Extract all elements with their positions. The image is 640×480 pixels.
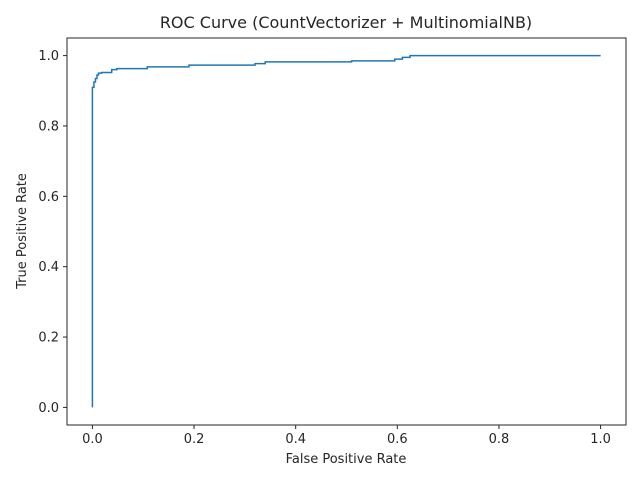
chart-title: ROC Curve (CountVectorizer + Multinomial… [160,13,532,32]
y-axis-ticks: 0.0 0.2 0.4 0.6 0.8 1.0 [38,49,67,416]
x-axis-label: False Positive Rate [286,452,407,467]
x-tick-label: 1.0 [590,432,611,447]
y-tick-label: 0.2 [38,331,59,346]
plot-frame [66,37,627,426]
x-axis-ticks: 0.0 0.2 0.4 0.6 0.8 1.0 [82,425,611,447]
y-tick-label: 1.0 [38,49,59,64]
y-axis-label: True Positive Rate [15,173,30,290]
x-tick-label: 0.2 [184,432,205,447]
x-tick-label: 0.8 [489,432,510,447]
y-tick-label: 0.0 [38,401,59,416]
y-tick-label: 0.4 [38,260,59,275]
x-tick-label: 0.0 [82,432,103,447]
y-tick-label: 0.6 [38,190,59,205]
series-group [91,54,601,408]
y-tick-label: 0.8 [38,119,59,134]
x-tick-label: 0.4 [285,432,306,447]
x-tick-label: 0.6 [387,432,408,447]
roc-curve-line [91,54,601,408]
